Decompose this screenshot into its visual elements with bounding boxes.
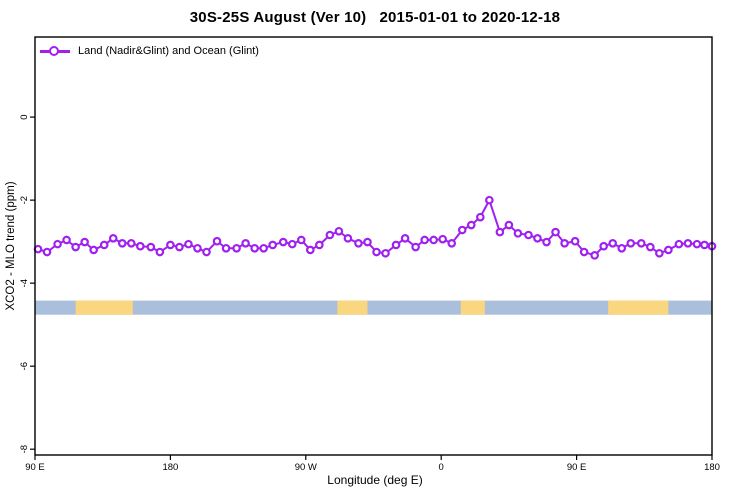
- x-tick-label: 180: [704, 462, 720, 473]
- data-point: [381, 248, 390, 258]
- data-point: [232, 243, 241, 253]
- y-tick-label: -4: [19, 279, 30, 287]
- land-band-segment: [337, 300, 368, 315]
- data-point: [411, 242, 420, 252]
- data-point: [626, 239, 636, 248]
- data-point: [325, 230, 335, 240]
- data-point: [655, 248, 664, 258]
- x-tick-label: 90 W: [295, 462, 317, 473]
- ocean-band: [35, 300, 712, 315]
- data-point: [420, 235, 429, 245]
- y-tick-label: -8: [19, 445, 30, 453]
- data-point: [354, 239, 363, 248]
- land-band-segment: [460, 300, 485, 315]
- x-tick-label: 90 E: [567, 462, 587, 473]
- data-point: [429, 235, 438, 245]
- data-point: [287, 239, 297, 249]
- data-point: [617, 243, 627, 253]
- data-point: [343, 234, 353, 243]
- y-tick-label: -2: [19, 196, 30, 204]
- x-tick-label: 180: [162, 462, 178, 473]
- data-point: [33, 244, 43, 254]
- data-point: [599, 241, 608, 251]
- legend-label: Land (Nadir&Glint) and Ocean (Glint): [78, 45, 259, 57]
- data-point: [542, 237, 551, 247]
- data-point: [646, 242, 655, 252]
- data-point: [400, 234, 410, 243]
- data-point: [391, 240, 401, 250]
- data-point: [466, 220, 476, 230]
- data-point: [513, 229, 523, 238]
- data-point: [99, 240, 109, 250]
- data-point: [372, 247, 381, 257]
- data-point: [126, 239, 136, 248]
- data-point: [184, 239, 193, 249]
- data-point: [71, 242, 80, 252]
- data-point: [89, 245, 98, 255]
- data-point: [296, 235, 306, 245]
- data-point: [117, 239, 127, 248]
- data-point: [570, 236, 580, 246]
- data-point: [146, 242, 156, 252]
- data-point: [53, 239, 62, 249]
- data-point: [447, 239, 457, 248]
- data-point: [438, 234, 448, 244]
- legend-line-circle-icon: [40, 45, 70, 57]
- land-band-segment: [608, 300, 669, 315]
- data-point: [551, 227, 560, 237]
- data-point: [136, 241, 145, 251]
- legend-circle-icon: [49, 45, 59, 56]
- data-point: [193, 243, 202, 253]
- data-point: [674, 239, 684, 249]
- data-point: [250, 243, 259, 253]
- land-band-segment: [75, 300, 133, 315]
- y-axis-label: XCO2 - MLO trend (ppm): [5, 181, 17, 311]
- data-point: [315, 240, 324, 250]
- data-point: [683, 239, 693, 248]
- data-point: [108, 234, 118, 243]
- data-point: [485, 195, 494, 205]
- data-point: [166, 240, 175, 250]
- data-point: [221, 243, 231, 253]
- data-point: [579, 247, 589, 257]
- data-point: [62, 235, 71, 245]
- data-point: [212, 236, 222, 246]
- data-point: [504, 220, 514, 230]
- data-point: [202, 247, 211, 257]
- data-point: [278, 237, 288, 247]
- data-point: [363, 237, 372, 247]
- data-point: [241, 239, 250, 248]
- data-point: [700, 240, 709, 250]
- data-point: [268, 240, 278, 250]
- data-point: [259, 243, 268, 253]
- data-point: [155, 247, 165, 257]
- y-tick-label: 0: [19, 114, 30, 119]
- plot-frame: [34, 36, 713, 456]
- data-point: [457, 225, 467, 235]
- data-point: [636, 239, 646, 248]
- y-tick-label: -6: [19, 362, 30, 370]
- data-point: [664, 245, 673, 255]
- data-point: [524, 230, 533, 240]
- data-point: [476, 212, 485, 222]
- data-point: [608, 239, 618, 248]
- x-tick-label: 90 E: [25, 462, 45, 473]
- data-point: [590, 251, 599, 260]
- data-point: [334, 226, 344, 236]
- data-point: [495, 227, 505, 237]
- data-point: [175, 242, 184, 252]
- legend: Land (Nadir&Glint) and Ocean (Glint): [40, 45, 259, 57]
- data-point: [42, 247, 52, 257]
- x-axis-label: Longitude (deg E): [327, 473, 423, 487]
- x-tick-label: 0: [439, 462, 444, 473]
- data-point: [692, 239, 702, 249]
- data-point: [533, 234, 542, 243]
- chart-title: 30S-25S August (Ver 10) 2015-01-01 to 20…: [189, 9, 561, 26]
- data-point: [306, 245, 315, 255]
- data-point: [560, 239, 569, 248]
- data-point: [80, 237, 89, 247]
